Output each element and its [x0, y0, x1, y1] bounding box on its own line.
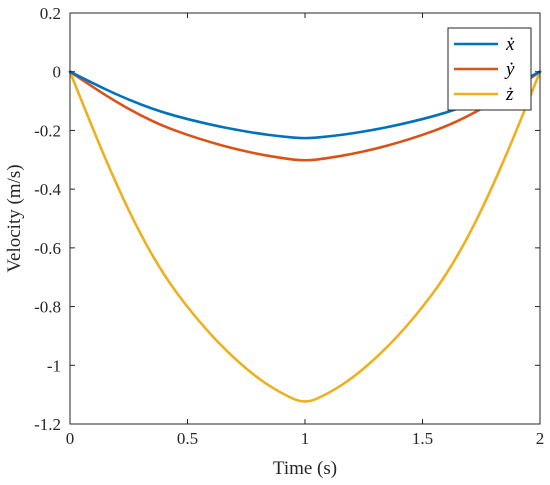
- y-tick-label: 0.2: [40, 4, 61, 23]
- tick-layer: 0 0.5 1 1.5 2 -1.2 -1 -0.8 -0.6 -0.4 -0.2 0 0.2: [34, 4, 544, 448]
- x-axis-label: Time (s): [273, 458, 337, 479]
- y-tick-label: -1.2: [34, 415, 61, 434]
- legend-label-2: ż: [505, 84, 514, 105]
- y-axis-label: Velocity (m/s): [4, 164, 25, 272]
- x-tick-label: 2: [536, 429, 545, 448]
- y-tick-label: -1: [47, 356, 61, 375]
- x-tick-label: 1.5: [412, 429, 433, 448]
- y-tick-label: -0.2: [34, 121, 61, 140]
- y-tick-label: -0.8: [34, 298, 61, 317]
- legend-label-0: ẋ: [505, 34, 515, 55]
- series-layer: [68, 70, 542, 403]
- legend-label-1: ẏ: [504, 59, 515, 80]
- x-tick-label: 0.5: [177, 429, 198, 448]
- x-tick-label: 1: [301, 429, 310, 448]
- y-tick-label: -0.4: [34, 180, 61, 199]
- x-tick-label: 0: [66, 429, 75, 448]
- y-tick-label: -0.6: [34, 239, 61, 258]
- series-line-2: [68, 70, 542, 403]
- y-tick-label: 0: [53, 63, 62, 82]
- series-line-1: [68, 70, 542, 162]
- legend: ẋẏż: [447, 27, 532, 111]
